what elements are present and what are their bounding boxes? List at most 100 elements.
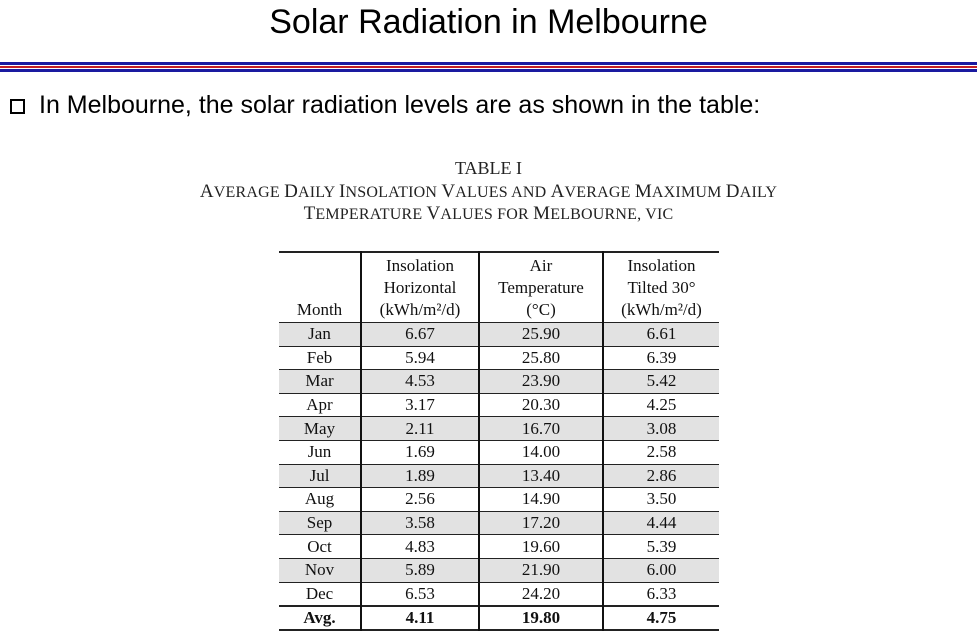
table-cell: 13.40 <box>479 464 604 488</box>
table-cell: Oct <box>279 534 362 559</box>
header-insolation-horizontal: Insolation Horizontal (kWh/m²/d) <box>361 252 480 323</box>
table-cell: 14.90 <box>479 487 604 512</box>
caption-fragment: D <box>725 181 740 202</box>
caption-fragment: NSOLATION <box>345 184 442 201</box>
table-cell: 3.58 <box>361 511 480 535</box>
square-bullet-icon <box>10 98 25 114</box>
bullet-text: In Melbourne, the solar radiation levels… <box>39 91 761 119</box>
table-average-cell: 4.11 <box>361 605 480 630</box>
table-cell: 1.89 <box>361 464 480 488</box>
header-air-temperature: Air Temperature (°C) <box>479 252 604 323</box>
table-row: Sep 3.58 17.20 4.44 <box>279 511 719 535</box>
table-header-row: Month Insolation Horizontal (kWh/m²/d) A… <box>279 252 719 323</box>
table-cell: 4.53 <box>361 369 480 394</box>
table-cell: Nov <box>279 558 362 583</box>
header-month: Month <box>279 252 362 323</box>
table-cell: 6.33 <box>646 583 677 603</box>
table-cell: Mar <box>279 369 362 394</box>
table-cell: 4.83 <box>361 534 480 559</box>
table-cell: 24.20 <box>479 582 604 606</box>
header-insolation-tilted: Insolation Tilted 30° (kWh/m²/d) <box>603 252 719 323</box>
header-line: Temperature <box>498 278 584 297</box>
header-rule-middle <box>0 66 977 68</box>
header-line: (kWh/m²/d) <box>379 300 461 319</box>
caption-fragment: T <box>303 203 316 224</box>
caption-fragment: AILY <box>739 184 778 201</box>
table-cell: 2.58 <box>646 442 677 462</box>
table-cell: 17.20 <box>479 511 604 535</box>
table-row: Feb 5.94 25.80 6.39 <box>279 346 719 370</box>
table-average-cell: 4.75 <box>646 607 677 627</box>
caption-fragment: D <box>284 181 298 202</box>
header-line: (°C) <box>526 300 556 319</box>
table-row: Jul 1.89 13.40 2.86 <box>279 464 719 488</box>
header-rule-top <box>0 62 977 65</box>
caption-fragment: , VIC <box>637 206 674 223</box>
bullet-item: In Melbourne, the solar radiation levels… <box>10 88 760 122</box>
header-line: (kWh/m²/d) <box>621 300 702 319</box>
table-cell: Jun <box>279 440 362 465</box>
table-cell: 2.11 <box>361 416 480 441</box>
table-cell: 23.90 <box>479 369 604 394</box>
table-cell: 6.61 <box>603 322 719 347</box>
table-cell: Aug <box>279 487 362 512</box>
caption-fragment: M <box>533 203 551 224</box>
caption-fragment: A <box>550 181 565 202</box>
caption-fragment: VERAGE <box>213 184 285 201</box>
table-row: Aug 2.56 14.90 3.50 <box>279 487 719 512</box>
caption-fragment: V <box>426 203 441 224</box>
table-cell: 6.67 <box>361 322 480 347</box>
table-row: Nov 5.89 21.90 6.00 <box>279 558 719 583</box>
table-average-cell: Avg. <box>279 605 362 630</box>
table-cell: 5.39 <box>646 536 677 556</box>
caption-fragment: VERAGE <box>564 184 635 201</box>
table-cell: May <box>279 416 362 441</box>
table-cell: 5.89 <box>361 558 480 583</box>
table-row: Mar 4.53 23.90 5.42 <box>279 369 719 394</box>
table-cell: 2.86 <box>603 464 719 488</box>
caption-fragment: ELBOURNE <box>550 206 638 223</box>
table-cell: 1.69 <box>361 440 480 465</box>
table-cell: 19.60 <box>479 534 604 559</box>
table-cell: 3.08 <box>603 416 719 441</box>
caption-fragment: AXIMUM <box>651 184 726 201</box>
caption-fragment: EMPERATURE <box>315 206 427 223</box>
table-cell: 3.50 <box>646 489 677 509</box>
table-label: TABLE I <box>454 158 523 178</box>
table-cell: 14.00 <box>479 440 604 465</box>
table-average-row: Avg. 4.11 19.80 4.75 <box>279 605 719 630</box>
table-average-cell: 19.80 <box>479 605 604 630</box>
table-cell: 6.00 <box>603 558 719 583</box>
table-cell: 25.90 <box>479 322 604 347</box>
insolation-table: Month Insolation Horizontal (kWh/m²/d) A… <box>279 251 719 631</box>
table-cell: Sep <box>279 511 362 535</box>
table-cell: 5.42 <box>603 369 719 394</box>
header-line: Insolation <box>386 256 454 275</box>
table-cell: 2.56 <box>361 487 480 512</box>
table-cell: Dec <box>279 582 362 606</box>
slide-title: Solar Radiation in Melbourne <box>269 3 708 41</box>
caption-fragment: M <box>634 181 652 202</box>
table-cell: Feb <box>279 346 362 370</box>
table-cell: 4.25 <box>646 395 677 415</box>
caption-fragment: ALUES FOR <box>440 206 534 223</box>
header-line: Horizontal <box>383 278 457 297</box>
table-cell: 25.80 <box>479 346 604 370</box>
table-cell: 16.70 <box>479 416 604 441</box>
table-row: Dec 6.53 24.20 6.33 <box>279 582 719 606</box>
table-row: May 2.11 16.70 3.08 <box>279 416 719 441</box>
caption-fragment: AILY <box>298 184 340 201</box>
table-cell: Jan <box>279 322 362 347</box>
table-cell: Jul <box>279 464 362 488</box>
table-row: Jun 1.69 14.00 2.58 <box>279 440 719 465</box>
caption-fragment: V <box>441 181 456 202</box>
table-cell: 6.39 <box>646 347 677 367</box>
table-caption-line-1: AVERAGE DAILY INSOLATION VALUES AND AVER… <box>0 181 977 203</box>
header-line: Air <box>529 256 553 275</box>
table-cell: 6.53 <box>361 582 480 606</box>
caption-fragment: A <box>199 181 214 202</box>
table-cell: 5.94 <box>361 346 480 370</box>
table-cell: 3.17 <box>361 393 480 417</box>
table-row: Oct 4.83 19.60 5.39 <box>279 534 719 559</box>
table-cell: 4.44 <box>603 511 719 535</box>
